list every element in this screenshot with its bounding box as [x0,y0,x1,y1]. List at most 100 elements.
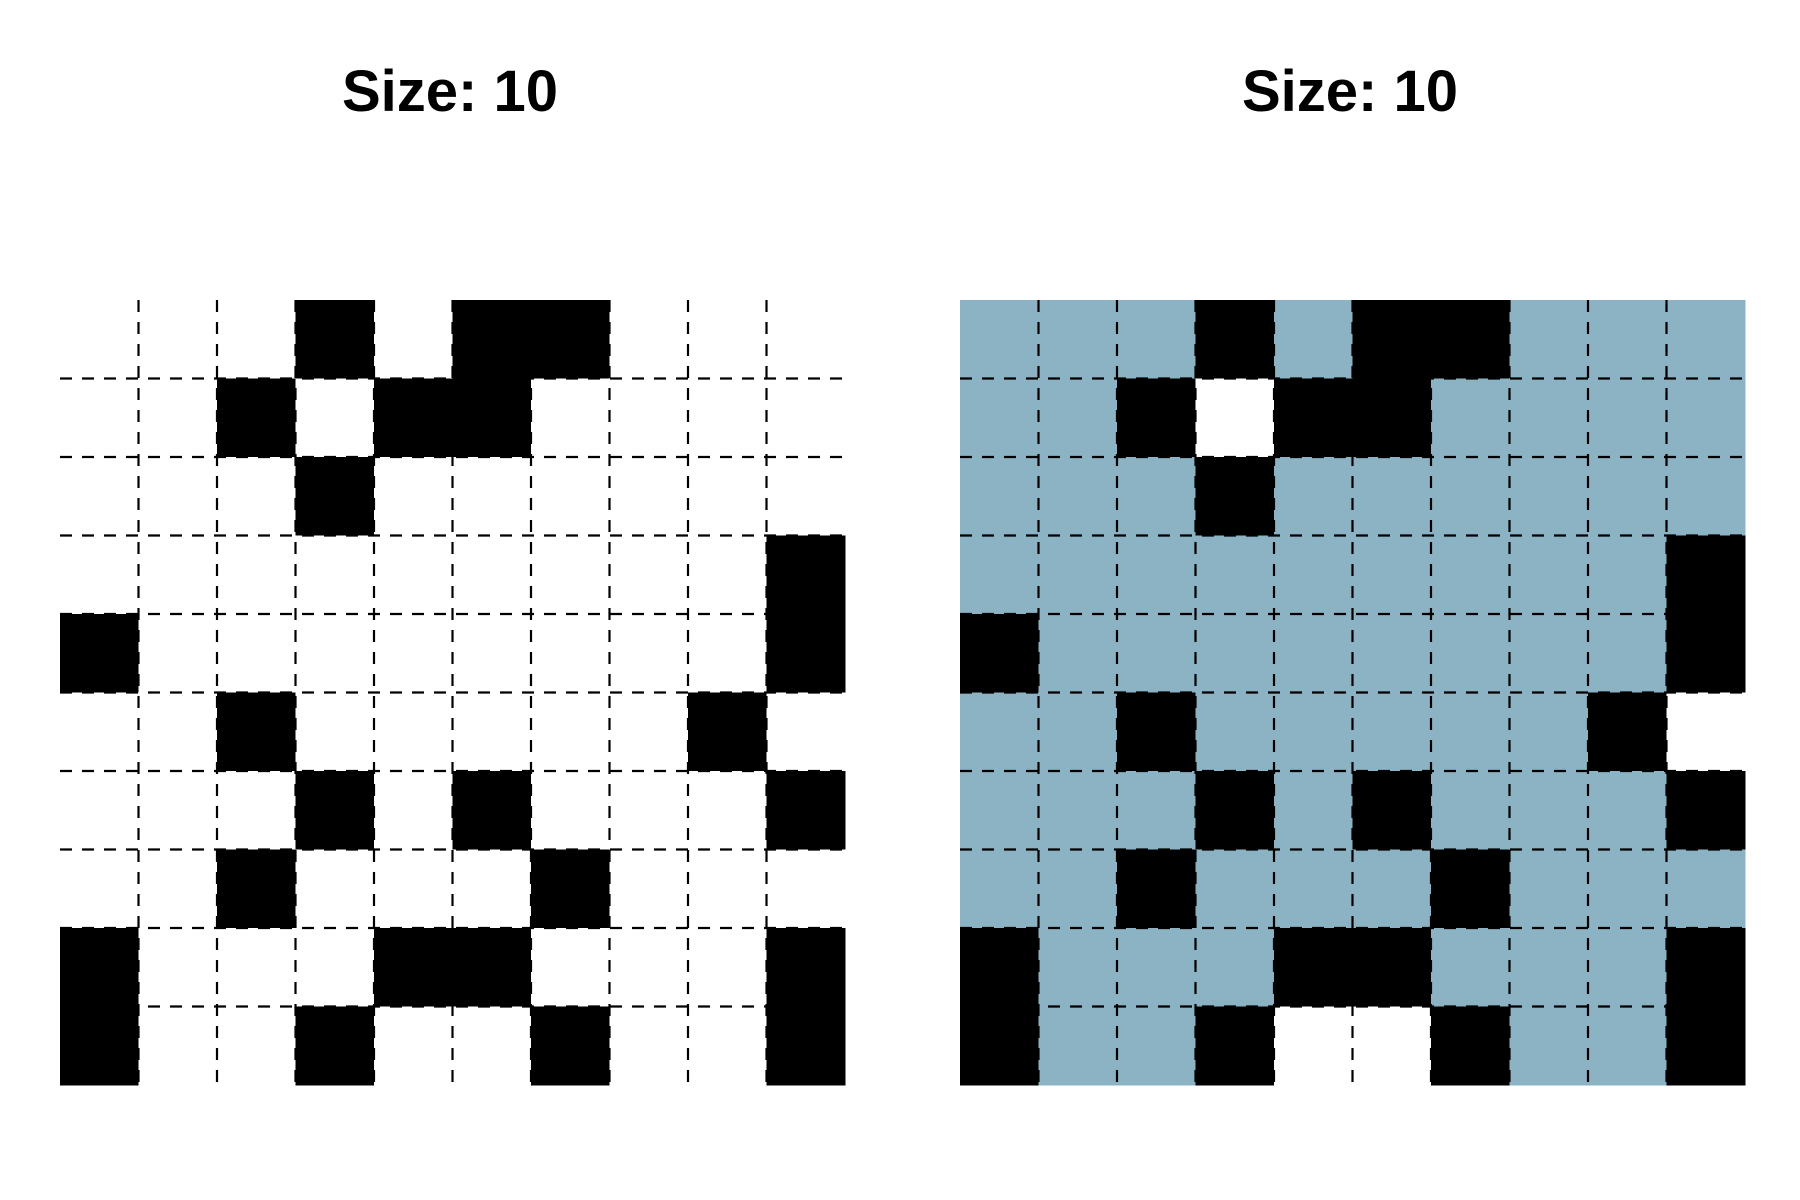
blocked-cell [452,928,532,1007]
filled-cell [1117,457,1196,536]
open-cell [609,928,689,1007]
open-cell [138,535,218,615]
blocked-cell [60,1006,139,1086]
blocked-cell [531,300,610,379]
open-cell [138,771,218,850]
open-cell [609,692,689,772]
open-cell [60,378,139,458]
filled-cell [1588,457,1667,536]
open-cell [688,535,767,615]
blocked-cell [1352,771,1432,850]
percolation-grid-filled [960,300,1746,1086]
open-cell [452,614,532,693]
filled-cell [1038,928,1118,1007]
filled-cell [1431,928,1510,1007]
blocked-cell [960,614,1039,693]
open-cell [374,300,453,379]
open-cell [531,614,610,693]
filled-cell [1588,771,1667,850]
open-cell [217,1006,296,1086]
open-cell [688,928,767,1007]
open-cell [138,300,218,379]
filled-cell [1431,535,1510,615]
filled-cell [1431,378,1510,458]
filled-cell [1038,692,1118,772]
open-cell [60,771,139,850]
panel-right: Size: 10 [900,0,1800,1200]
filled-cell [960,300,1039,379]
filled-cell [1038,300,1118,379]
blocked-cell [1666,1006,1746,1086]
open-cell [688,457,767,536]
blocked-cell [1195,457,1275,536]
open-cell [138,849,218,929]
filled-cell [1038,771,1118,850]
blocked-cell [1352,928,1432,1007]
filled-cell [1117,535,1196,615]
filled-cell [1509,771,1589,850]
blocked-cell [295,771,375,850]
open-cell [295,535,375,615]
filled-cell [960,692,1039,772]
filled-cell [1195,928,1275,1007]
open-cell [60,300,139,379]
filled-cell [1038,535,1118,615]
open-cell [688,771,767,850]
open-cell [60,849,139,929]
blocked-cell [1195,771,1275,850]
open-cell [766,457,846,536]
open-cell [1195,378,1275,458]
filled-cell [1431,692,1510,772]
open-cell [452,849,532,929]
blocked-cell [1431,849,1510,929]
blocked-cell [1666,928,1746,1007]
filled-cell [1509,692,1589,772]
filled-cell [1588,614,1667,693]
filled-cell [1274,771,1353,850]
filled-cell [1195,614,1275,693]
filled-cell [1352,849,1432,929]
open-cell [295,614,375,693]
open-cell [138,928,218,1007]
filled-cell [1666,378,1746,458]
blocked-cell [766,1006,846,1086]
open-cell [217,535,296,615]
blocked-cell [217,692,296,772]
blocked-cell [688,692,767,772]
open-cell [138,692,218,772]
blocked-cell [531,1006,610,1086]
open-cell [217,300,296,379]
blocked-cell [1588,692,1667,772]
filled-cell [1509,928,1589,1007]
filled-cell [1038,378,1118,458]
blocked-cell [452,300,532,379]
filled-cell [1117,928,1196,1007]
open-cell [452,692,532,772]
filled-cell [1588,928,1667,1007]
blocked-cell [217,849,296,929]
filled-cell [1431,771,1510,850]
blocked-cell [1117,378,1196,458]
open-cell [452,535,532,615]
filled-cell [1509,535,1589,615]
open-cell [1352,1006,1432,1086]
filled-cell [1588,1006,1667,1086]
open-cell [531,771,610,850]
blocked-cell [766,535,846,615]
open-cell [688,1006,767,1086]
filled-cell [1666,300,1746,379]
blocked-cell [295,1006,375,1086]
blocked-cell [452,378,532,458]
filled-cell [1274,535,1353,615]
blocked-cell [1352,378,1432,458]
open-cell [766,849,846,929]
filled-cell [1038,457,1118,536]
blocked-cell [1274,378,1353,458]
blocked-cell [960,1006,1039,1086]
open-cell [452,1006,532,1086]
open-cell [766,378,846,458]
filled-cell [1509,378,1589,458]
filled-cell [1431,614,1510,693]
open-cell [374,535,453,615]
open-cell [609,300,689,379]
